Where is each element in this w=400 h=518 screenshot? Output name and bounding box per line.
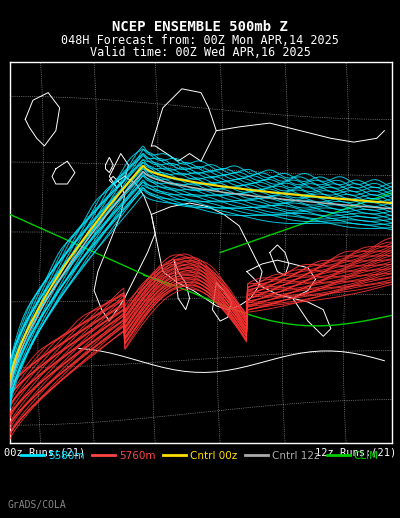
- Text: 048H Forecast from: 00Z Mon APR,14 2025: 048H Forecast from: 00Z Mon APR,14 2025: [61, 34, 339, 47]
- Text: Valid time: 00Z Wed APR,16 2025: Valid time: 00Z Wed APR,16 2025: [90, 46, 310, 60]
- Legend: 5580m, 5760m, Cntrl 00z, Cntrl 12z, CLIM: 5580m, 5760m, Cntrl 00z, Cntrl 12z, CLIM: [17, 447, 383, 465]
- Text: 12z Runs:(21): 12z Runs:(21): [315, 448, 396, 458]
- Text: NCEP ENSEMBLE 500mb Z: NCEP ENSEMBLE 500mb Z: [112, 20, 288, 34]
- Text: 00z Runs:(21): 00z Runs:(21): [4, 448, 85, 458]
- Text: GrADS/COLA: GrADS/COLA: [8, 500, 67, 510]
